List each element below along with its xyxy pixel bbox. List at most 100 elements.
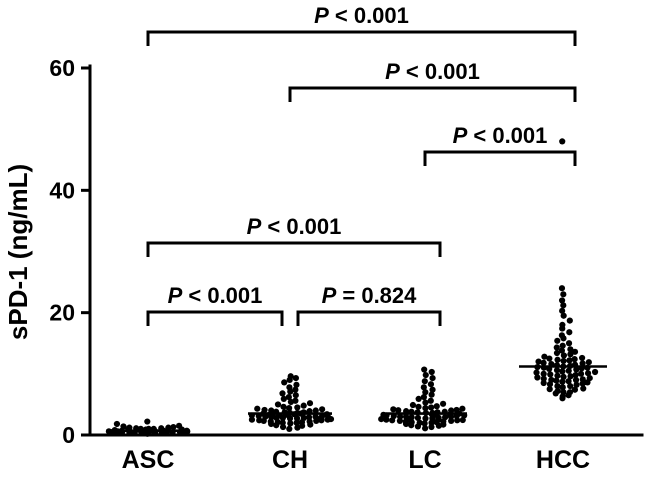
data-point [292,392,299,399]
data-point [547,371,554,378]
data-point [286,384,293,391]
data-point [560,389,567,396]
data-point [300,402,307,409]
data-point [312,407,319,414]
data-point [268,407,275,414]
data-point [292,397,299,404]
data-point [408,414,415,421]
significance-bracket [296,310,442,326]
data-point [396,413,404,420]
data-point [558,332,565,339]
data-point [558,285,566,292]
data-point [553,349,561,357]
data-point [427,397,434,404]
data-point [559,378,566,385]
data-point [421,378,428,385]
data-point [554,387,561,395]
data-point [567,382,574,390]
data-point [279,390,286,397]
p-value-label: P < 0.001 [168,283,263,308]
data-point [565,340,573,347]
data-point [306,400,314,407]
data-point [428,391,435,398]
data-point [553,377,560,384]
data-point [580,385,587,392]
data-point [560,357,567,365]
significance-bracket [288,86,577,102]
data-point [287,373,294,380]
data-point [560,352,567,359]
data-point [533,369,540,376]
data-point [261,406,268,414]
data-point [248,416,256,423]
data-point [402,413,410,420]
y-axis-title: sPD-1 (ng/mL) [3,164,33,340]
data-point [120,423,127,430]
data-point [565,378,572,385]
data-point [395,407,402,414]
x-category-label: CH [272,446,308,474]
data-point [280,403,287,410]
data-point [566,389,574,396]
data-point [318,413,325,420]
data-point [126,424,133,431]
data-point [584,370,592,377]
data-point [287,420,294,427]
data-point [293,381,300,388]
data-point [567,351,574,358]
data-point [579,376,586,383]
data-point [286,425,293,432]
data-point [433,403,440,410]
data-point [540,379,547,387]
data-point [554,372,561,379]
data-point [560,373,567,380]
data-point [567,346,574,353]
significance-bracket [423,150,577,166]
data-point [183,427,190,434]
y-tick-label: 0 [62,422,75,448]
data-point [591,368,599,376]
data-point [573,366,580,373]
data-point [577,370,585,377]
x-category-label: HCC [536,446,590,474]
data-point [578,354,586,362]
data-point [559,342,566,349]
data-point [422,399,429,406]
data-point [421,366,428,373]
data-point [414,414,422,421]
data-point [274,401,282,408]
data-point [439,400,447,407]
data-point [559,368,566,375]
significance-bracket [146,241,442,257]
data-point [281,379,288,386]
data-point [428,404,435,411]
data-point [540,359,547,366]
data-point [416,419,423,426]
data-point [254,405,261,412]
data-point [554,337,561,344]
data-point [165,424,172,431]
p-value-label: P < 0.001 [314,3,409,28]
data-point [566,317,573,324]
data-point [572,371,579,379]
data-point [427,381,435,388]
y-tick-label: 20 [49,300,75,326]
data-point [553,367,561,374]
data-point [170,423,177,431]
data-point [546,386,553,393]
data-point [541,353,548,360]
data-point [294,404,301,411]
data-point [415,395,422,403]
data-point [428,423,435,431]
data-point [409,401,417,409]
data-point [415,403,422,410]
data-point [453,406,460,414]
x-category-label: ASC [122,446,175,474]
data-point [390,406,397,413]
data-point [429,375,436,382]
data-point [285,393,292,401]
data-point [422,389,429,396]
data-point [560,312,567,319]
